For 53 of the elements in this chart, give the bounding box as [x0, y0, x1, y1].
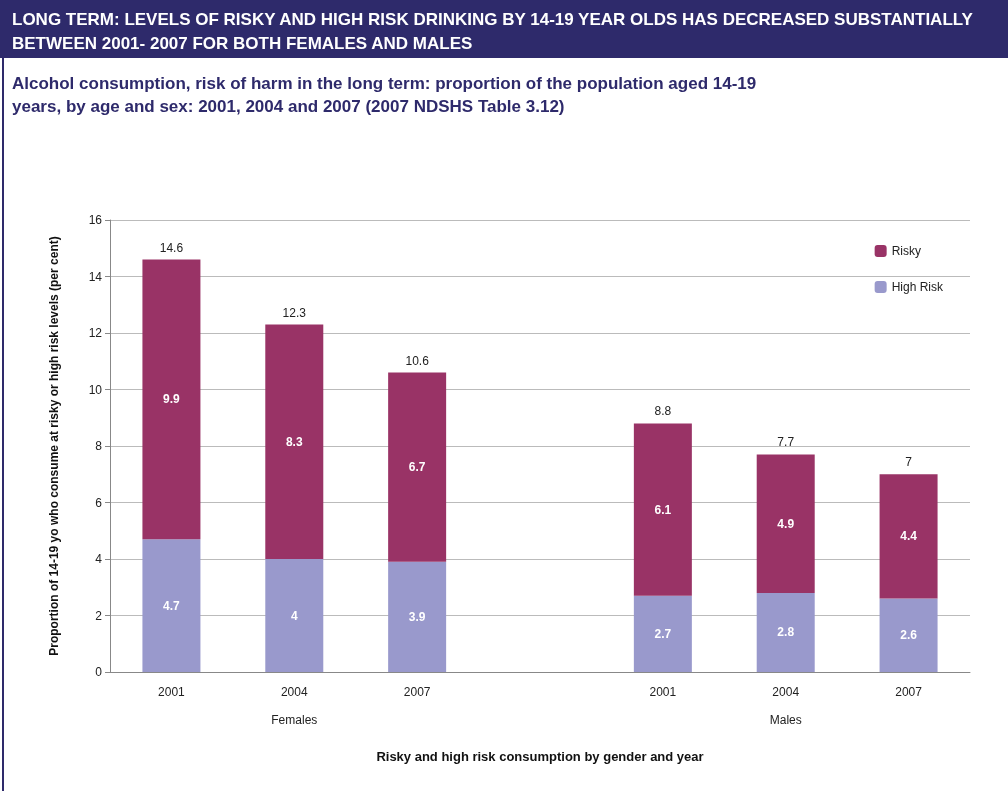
y-axis-title: Proportion of 14-19 yo who consume at risky or high risk levels (per cent) [47, 236, 61, 656]
bar [879, 598, 938, 672]
y-tick-label: 12 [88, 326, 103, 340]
data-label: 8.3 [285, 434, 303, 449]
data-label: 4.7 [163, 598, 181, 613]
data-label: 2.8 [777, 625, 795, 640]
bar [633, 595, 692, 672]
text: Males [769, 713, 802, 727]
data-label: 6.7 [408, 460, 426, 475]
bar [265, 559, 324, 672]
text: Females [271, 713, 318, 727]
bar [756, 592, 815, 672]
x-tick-label: 2007 [403, 685, 431, 699]
bar [142, 539, 201, 672]
bar [265, 324, 324, 559]
y-tick-label: 10 [88, 382, 103, 397]
legend-label: Risky [891, 244, 921, 258]
x-tick-label: 2007 [895, 685, 923, 699]
y-tick-label: 14 [88, 269, 103, 284]
bar [388, 372, 447, 562]
data-label: 6.1 [654, 502, 672, 517]
total-label: 10.6 [405, 353, 430, 368]
data-label: 4.9 [777, 516, 795, 531]
y-tick-label: 4 [95, 552, 103, 566]
y-tick-label: 0 [95, 665, 103, 679]
total-label: 8.8 [654, 404, 672, 419]
y-tick-label: 6 [95, 495, 103, 510]
data-label: 2.7 [654, 626, 672, 641]
bar [756, 454, 815, 593]
y-tick-label: 2 [95, 608, 103, 623]
x-axis-title: Risky and high risk consumption by gender and year [376, 749, 704, 764]
total-label: 14.6 [159, 240, 184, 255]
bar [388, 561, 447, 672]
data-label: 4.4 [900, 529, 918, 544]
bar [879, 474, 938, 599]
bar [142, 259, 201, 540]
chart-subtitle: Alcohol consumption, risk of harm in the long term: proportion of the population aged 14-19 years, by age and sex: 2001, 2004 and 2007 (2007 NDSHS Table 3.12) [11, 73, 758, 118]
bar [633, 423, 692, 596]
y-tick-label: 16 [88, 213, 103, 227]
total-label: 7.7 [777, 435, 795, 450]
total-label: 12.3 [282, 305, 307, 320]
data-label: 4 [290, 608, 298, 623]
legend-label: High Risk [891, 280, 944, 294]
chart-title: LONG TERM: LEVELS OF RISKY AND HIGH RISK DRINKING BY 14-19 YEAR OLDS HAS DECREASED SUBSTANTIALLY BETWEEN 2001- 2007 FOR BOTH FEMALES AND MALES [0, 0, 1008, 58]
x-tick-label: 2001 [158, 685, 186, 699]
data-label: 2.6 [900, 628, 918, 643]
data-label: 3.9 [408, 609, 426, 624]
total-label: 7 [905, 455, 913, 470]
x-tick-label: 2004 [772, 685, 800, 699]
y-tick-label: 8 [95, 439, 103, 453]
x-tick-label: 2001 [649, 685, 677, 699]
x-tick-label: 2004 [280, 685, 308, 699]
data-label: 9.9 [163, 392, 181, 407]
